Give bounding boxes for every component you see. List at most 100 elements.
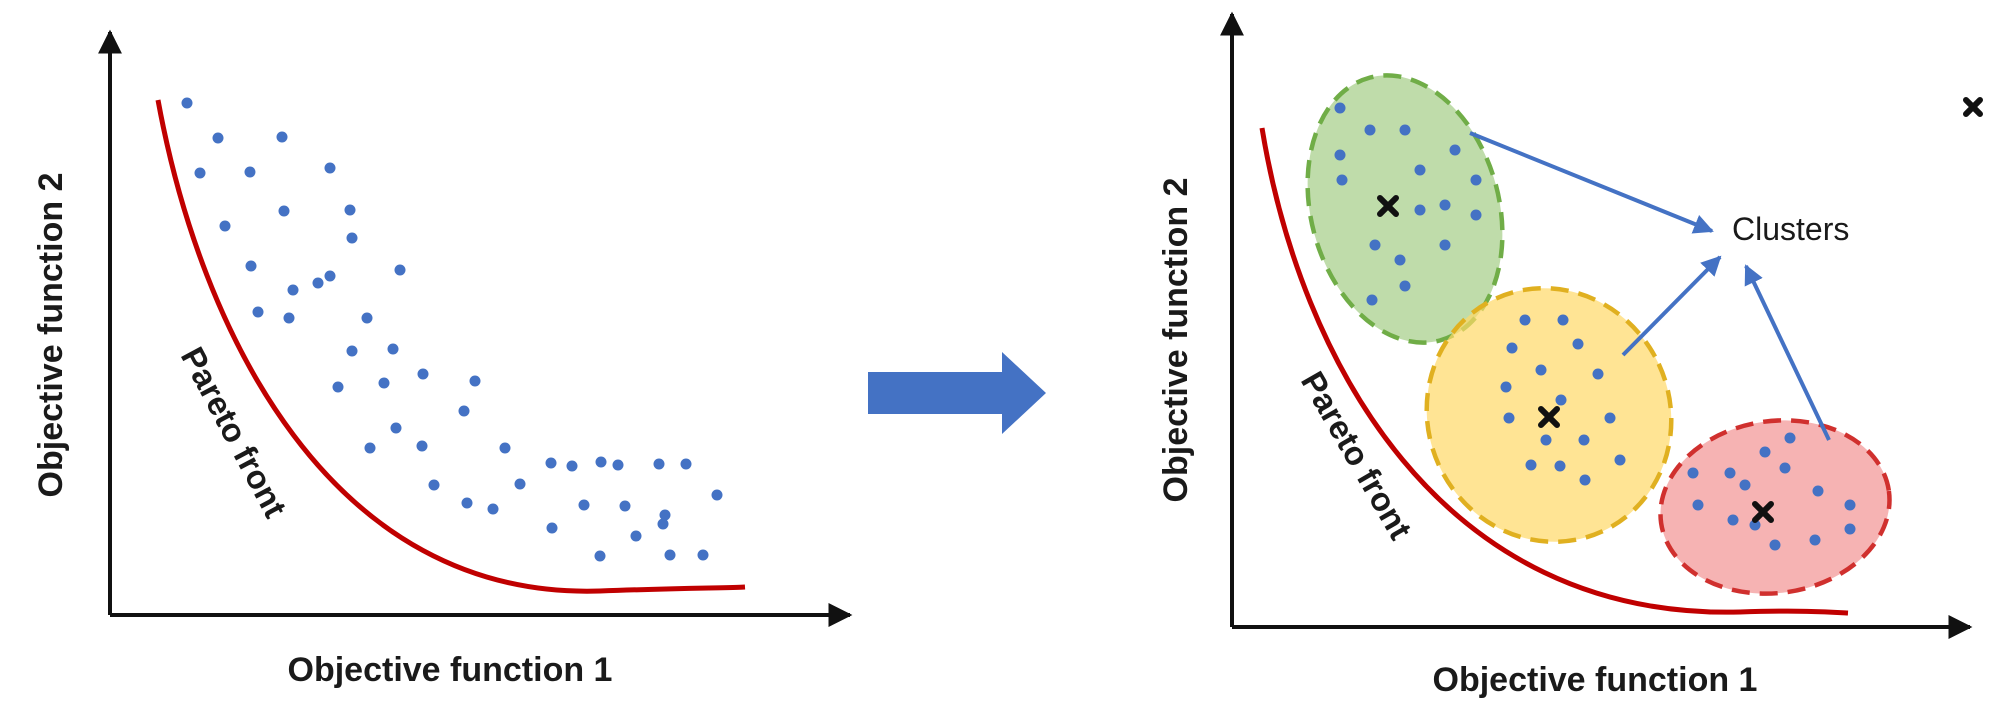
arrow-yellow-to-clusters: [1621, 255, 1722, 357]
x-mark-icon: [1538, 406, 1560, 428]
solution-dot: [1470, 174, 1482, 186]
solution-dot: [1579, 474, 1591, 486]
solution-dot: [594, 550, 606, 562]
solution-dot: [1540, 434, 1552, 446]
solution-dot: [1844, 523, 1856, 535]
solution-dot: [1784, 432, 1796, 444]
solution-dot: [276, 131, 288, 143]
solution-dot: [630, 530, 642, 542]
solution-dot: [394, 264, 406, 276]
arrow-red-to-clusters: [1744, 264, 1831, 441]
solution-dot: [194, 167, 206, 179]
solution-dot: [1336, 174, 1348, 186]
left-panel: Pareto front Objective function 2 Object…: [32, 29, 853, 689]
solution-dot: [1727, 514, 1739, 526]
solution-dot: [657, 518, 669, 530]
solution-dot: [595, 456, 607, 468]
solution-dot: [1399, 280, 1411, 292]
x-mark-icon: [1377, 195, 1399, 217]
solution-dot: [697, 549, 709, 561]
solution-dot: [1394, 254, 1406, 266]
solution-dot: [1519, 314, 1531, 326]
solution-dot: [1366, 294, 1378, 306]
solution-dot: [1554, 460, 1566, 472]
solution-dot: [1503, 412, 1515, 424]
solution-dot: [1414, 204, 1426, 216]
solution-dot: [1692, 499, 1704, 511]
right-solution-dots: [1334, 102, 1856, 551]
solution-dot: [378, 377, 390, 389]
solution-dot: [244, 166, 256, 178]
solution-dot: [1555, 394, 1567, 406]
solution-dot: [1399, 124, 1411, 136]
solution-dot: [1592, 368, 1604, 380]
solution-dot: [1759, 446, 1771, 458]
solution-dot: [1470, 209, 1482, 221]
solution-dot: [312, 277, 324, 289]
solution-dot: [387, 343, 399, 355]
solution-dot: [1535, 364, 1547, 376]
left-pareto-label: Pareto front: [174, 341, 294, 524]
solution-dot: [1812, 485, 1824, 497]
solution-dot: [1414, 164, 1426, 176]
solution-dot: [361, 312, 373, 324]
solution-dot: [219, 220, 231, 232]
solution-dot: [1525, 459, 1537, 471]
solution-dot: [1687, 467, 1699, 479]
solution-dot: [181, 97, 193, 109]
solution-dot: [659, 509, 671, 521]
red-cluster: [1658, 418, 1892, 596]
solution-dot: [1844, 499, 1856, 511]
solution-dot: [1439, 239, 1451, 251]
solution-dot: [653, 458, 665, 470]
solution-dot: [1557, 314, 1569, 326]
right-arrow-icon: [868, 352, 1046, 434]
solution-dot: [499, 442, 511, 454]
right-x-axis-label: Objective function 1: [1433, 661, 1758, 699]
solution-dot: [287, 284, 299, 296]
solution-dot: [1809, 534, 1821, 546]
solution-dot: [578, 499, 590, 511]
solution-dot: [487, 503, 499, 515]
solution-dot: [546, 522, 558, 534]
left-y-axis-label: Objective function 2: [32, 173, 70, 498]
solution-dot: [324, 162, 336, 174]
solution-dot: [1724, 467, 1736, 479]
solution-dot: [1449, 144, 1461, 156]
x-mark-icon: [1963, 97, 1983, 117]
left-solution-dots: [181, 97, 723, 562]
solution-dot: [332, 381, 344, 393]
solution-dot: [1369, 239, 1381, 251]
solution-dot: [1439, 199, 1451, 211]
right-y-axis-label: Objective function 2: [1157, 178, 1195, 503]
solution-dot: [566, 460, 578, 472]
arrow-green-to-clusters: [1469, 131, 1714, 234]
solution-dot: [212, 132, 224, 144]
solution-dot: [1604, 412, 1616, 424]
right-panel: Clusters Pareto front Objective function…: [1157, 11, 1983, 699]
solution-dot: [545, 457, 557, 469]
solution-dot: [252, 306, 264, 318]
solution-dot: [1364, 124, 1376, 136]
solution-dot: [324, 270, 336, 282]
solution-dot: [711, 489, 723, 501]
green-cluster: [1305, 73, 1505, 345]
solution-dot: [416, 440, 428, 452]
clusters-label: Clusters: [1732, 211, 1849, 247]
solution-dot: [245, 260, 257, 272]
solution-dot: [1739, 479, 1751, 491]
solution-dot: [428, 479, 440, 491]
solution-dot: [1334, 102, 1346, 114]
right-pareto-curve: [1259, 127, 1849, 616]
solution-dot: [278, 205, 290, 217]
left-pareto-curve: [155, 99, 746, 594]
solution-dot: [1614, 454, 1626, 466]
x-mark-icon: [1752, 501, 1774, 523]
solution-dot: [1578, 434, 1590, 446]
solution-dot: [1749, 519, 1761, 531]
left-x-axis-label: Objective function 1: [288, 651, 613, 689]
solution-dot: [461, 497, 473, 509]
solution-dot: [664, 549, 676, 561]
solution-dot: [680, 458, 692, 470]
